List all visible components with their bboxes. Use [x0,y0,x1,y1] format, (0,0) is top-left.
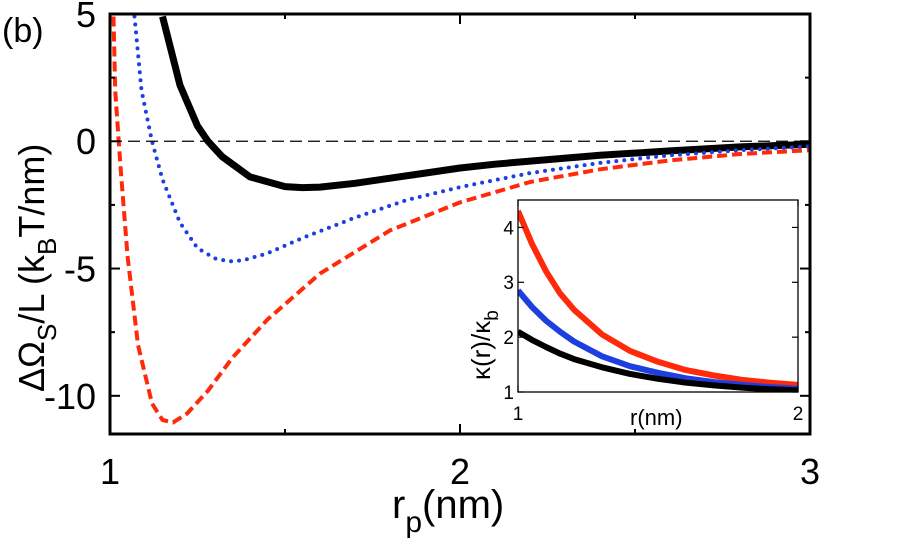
main-x-tick-label: 3 [800,451,820,492]
inset-plot-frame [517,199,799,393]
main-y-label-part3: T/nm) [11,144,52,238]
inset-y-label-part1: κ(r)/κ [466,320,496,380]
inset-series-black [518,329,798,392]
main-x-axis-label: rp(nm) [392,483,504,539]
inset-y-tick-label: 3 [503,273,514,294]
main-tick-labels-group: 1 2 3 5 0 -5 -10 [44,0,820,492]
main-x-label-main: r [392,483,405,527]
main-series-black-solid [159,15,810,192]
main-x-label-rest: (nm) [422,483,504,527]
main-y-tick-label: 0 [76,121,96,162]
main-series-blue-dotted [132,14,810,264]
inset-x-tick-label: 2 [793,404,804,425]
main-y-axis-label: ΔΩS/L (kBT/nm) [11,144,62,392]
main-x-label-sub: p [405,506,422,539]
main-series-red-dashed [111,16,810,425]
inset-y-tick-label: 2 [503,328,514,349]
main-y-tick-label: -10 [44,376,96,417]
main-y-label-sub1: S [32,324,62,341]
inset-y-axis-label: κ(r)/κb [466,310,503,380]
main-x-tick-label: 1 [100,451,120,492]
inset-tick-labels-group: 1 2 1 2 3 4 [503,218,803,425]
main-y-tick-label: 5 [76,0,96,35]
main-y-tick-label: -5 [64,249,96,290]
main-y-label-part2: /L (k [11,254,52,324]
inset-x-axis-label: r(nm) [630,405,683,430]
inset-series-group [518,209,798,392]
inset-series-red [518,209,798,388]
main-ticks-group [109,13,811,434]
inset-y-tick-label: 1 [503,383,514,404]
inset-y-label-sub1: b [482,310,503,321]
main-y-label-sub2: B [32,238,62,255]
inset-plot: 1 2 1 2 3 4 [503,199,803,425]
main-y-label-part1: ΔΩ [11,341,52,392]
inset-x-tick-label: 1 [513,404,524,425]
main-plot: 1 2 3 5 0 -5 -10 [44,0,820,492]
main-x-tick-label: 2 [450,451,470,492]
inset-y-tick-label: 4 [503,218,514,239]
inset-ticks-group [517,200,799,393]
panel-label: (b) [2,12,44,50]
